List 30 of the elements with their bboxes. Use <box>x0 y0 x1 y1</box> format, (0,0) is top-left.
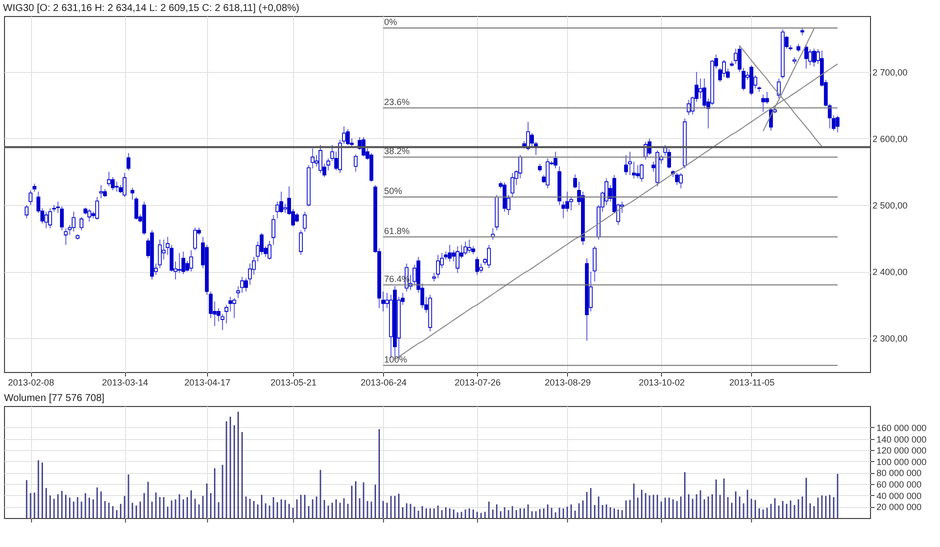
series-label: 61.8% <box>384 226 410 236</box>
y-tick-label: 140 000 000 <box>876 434 927 444</box>
y-tick-label: 40 000 000 <box>876 490 922 501</box>
x-tick-label: 2013-11-05 <box>729 378 775 388</box>
series-label: 38.2% <box>384 146 410 156</box>
y-tick-label: 100 000 000 <box>876 456 927 467</box>
x-tick-label: 2013-04-17 <box>184 378 230 388</box>
x-tick-label: 2013-03-14 <box>102 378 148 388</box>
y-tick-label: 2 300,00 <box>872 334 908 344</box>
x-tick-label: 2013-08-29 <box>544 378 591 388</box>
x-tick-label: 2013-05-21 <box>270 378 317 388</box>
y-tick-label: 2 400,00 <box>872 267 908 278</box>
y-tick-label: 160 000 000 <box>876 422 927 433</box>
y-tick-label: 120 000 000 <box>876 446 927 456</box>
chart-title: Wolumen [77 576 708] <box>4 393 105 404</box>
y-tick-label: 60 000 000 <box>876 480 922 490</box>
series-label: 50% <box>384 186 402 196</box>
y-tick-label: 20 000 000 <box>876 502 922 512</box>
series-label: 100% <box>384 354 408 364</box>
x-tick-label: 2013-07-26 <box>454 378 501 388</box>
y-tick-label: 2 700,00 <box>872 67 908 78</box>
series-label: 23.6% <box>384 96 410 107</box>
y-tick-label: 80 000 000 <box>876 468 922 478</box>
x-tick-label: 2013-10-02 <box>638 378 685 388</box>
series-label: 0% <box>384 16 398 27</box>
x-tick-label: 2013-02-08 <box>8 378 54 388</box>
chart-title: WIG30 [O: 2 631,16 H: 2 634,14 L: 2 609,15 C: 2 618,11] (+0,08%) <box>3 3 300 14</box>
y-tick-label: 2 500,00 <box>872 200 908 210</box>
x-tick-label: 2013-06-24 <box>360 378 407 388</box>
y-tick-label: 2 600,00 <box>872 134 908 144</box>
